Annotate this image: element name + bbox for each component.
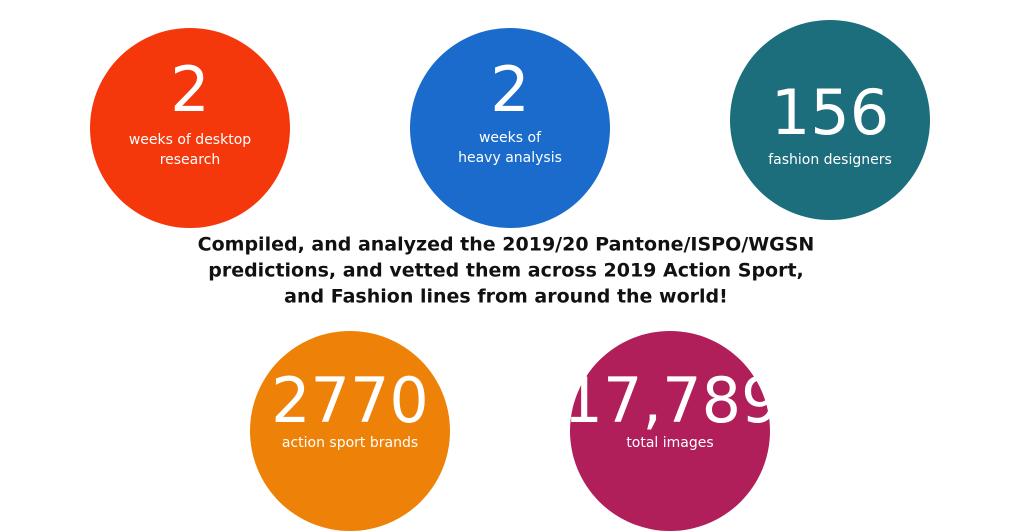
- stat-label: total images: [626, 435, 713, 451]
- stat-number: 156: [771, 76, 889, 149]
- stat-label: research: [160, 152, 221, 168]
- summary-line: predictions, and vetted them across 2019…: [208, 260, 804, 282]
- summary-line: Compiled, and analyzed the 2019/20 Panto…: [198, 234, 815, 256]
- stat-number: 2: [170, 53, 209, 126]
- stat-circle: [90, 28, 290, 228]
- stat-circle: [410, 28, 610, 228]
- stat-label: action sport brands: [282, 435, 418, 451]
- stat-number: 2: [490, 53, 529, 126]
- summary-line: and Fashion lines from around the world!: [284, 286, 728, 308]
- stat-label: fashion designers: [768, 152, 892, 168]
- stat-circle: [730, 20, 930, 220]
- stat-circle: [250, 331, 450, 531]
- stat-circle: [570, 331, 770, 531]
- stat-number: 2770: [271, 364, 429, 437]
- stat-label: weeks of: [479, 130, 542, 146]
- stat-label: heavy analysis: [458, 150, 562, 166]
- stat-label: weeks of desktop: [129, 132, 251, 148]
- stat-number: 17,789: [564, 364, 781, 437]
